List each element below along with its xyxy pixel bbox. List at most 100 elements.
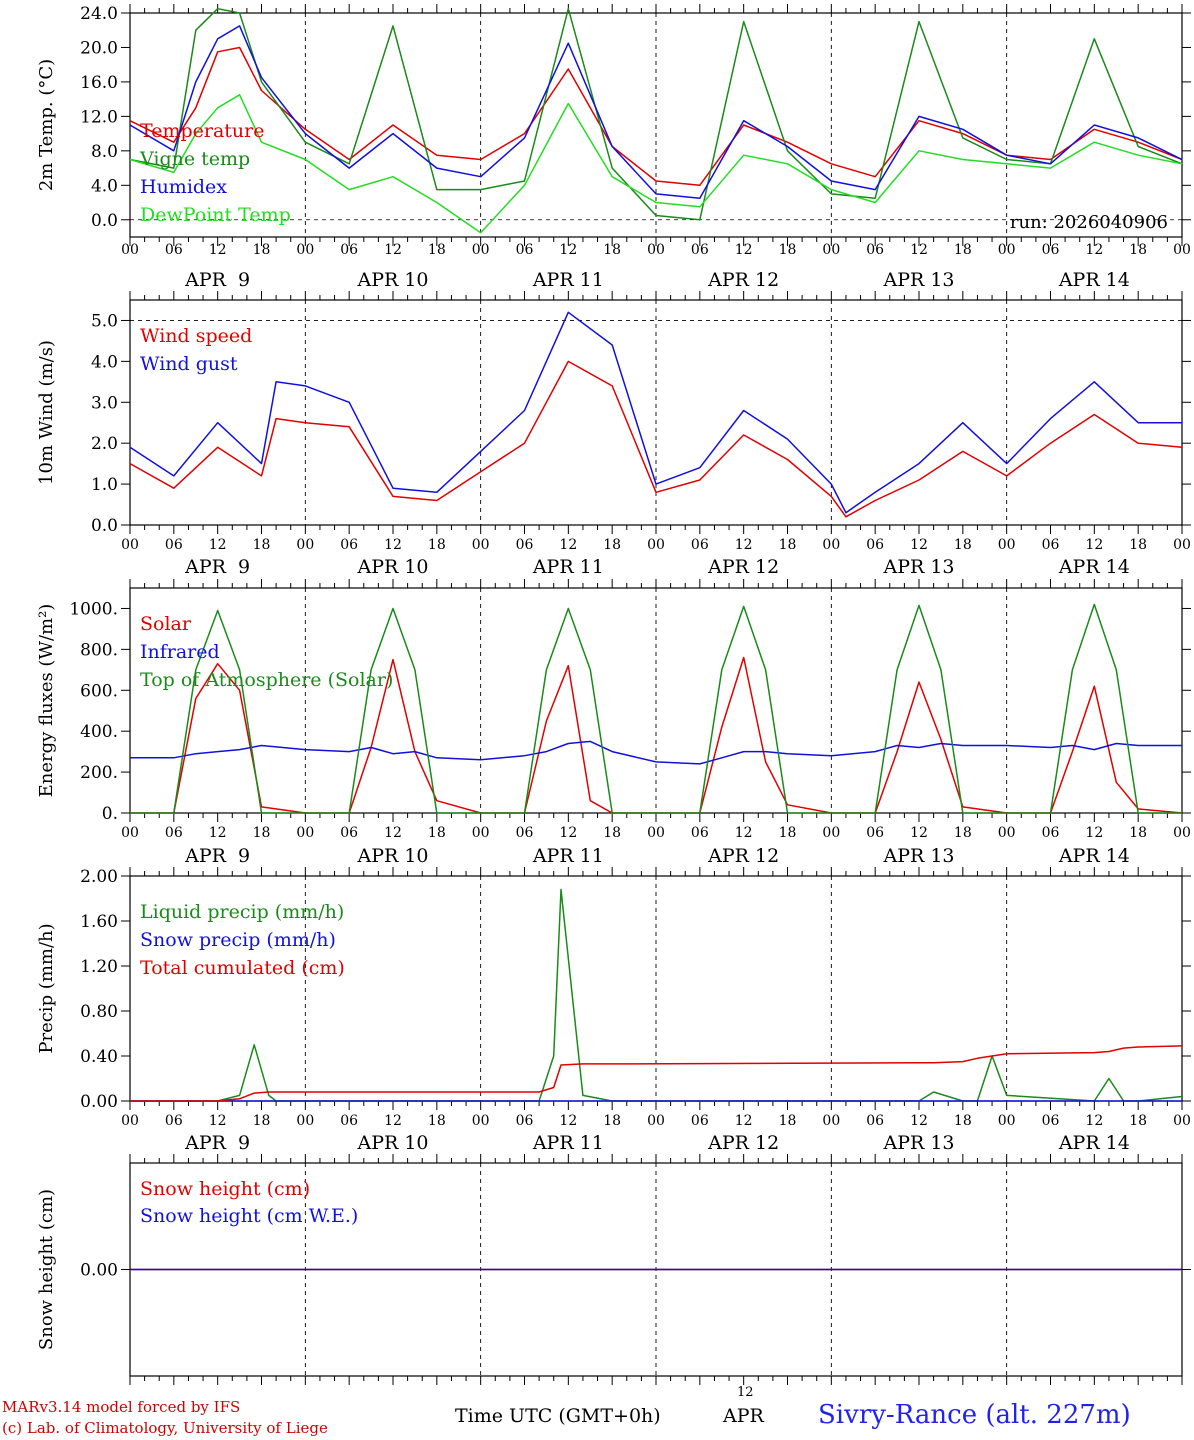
x-tick-label: 06 <box>866 825 884 841</box>
x-tick-label: 18 <box>1129 1113 1147 1129</box>
x-tick-label: 06 <box>165 537 183 553</box>
x-tick-label: 00 <box>647 825 665 841</box>
x-tick-label: 18 <box>779 242 797 258</box>
x-tick-label: 00 <box>296 1113 314 1129</box>
y-tick-label: 4.0 <box>91 352 118 372</box>
series-line-top-of-atmosphere-solar- <box>130 603 1182 814</box>
x-tick-label: 18 <box>1129 537 1147 553</box>
x-tick-label: 18 <box>428 242 446 258</box>
day-label: APR 11 <box>532 1132 604 1154</box>
x-tick-label: 00 <box>998 825 1016 841</box>
x-tick-label: 12 <box>209 825 227 841</box>
x-tick-label: 06 <box>691 242 709 258</box>
y-tick-label: 0.0 <box>91 516 118 536</box>
legend-entry: DewPoint Temp <box>140 204 291 226</box>
x-tick-label: 06 <box>340 1113 358 1129</box>
series-line-humidex <box>129 25 1183 199</box>
x-tick-label: 06 <box>1042 825 1060 841</box>
y-tick-label: 0.00 <box>80 1261 118 1281</box>
x-tick-label: 18 <box>779 825 797 841</box>
series-line-dewpoint-temp <box>129 94 1183 234</box>
day-label: APR 14 <box>1058 845 1130 867</box>
legend-entry: Total cumulated (cm) <box>140 957 345 979</box>
y-tick-label: 800. <box>80 640 118 660</box>
x-tick-label: 00 <box>647 537 665 553</box>
legend-entry: Snow height (cm) <box>140 1178 310 1200</box>
x-tick-label: 06 <box>165 825 183 841</box>
x-tick-label: 12 <box>1085 537 1103 553</box>
x-tick-label: 12 <box>559 537 577 553</box>
mark-hour: 12 <box>737 1385 754 1400</box>
x-tick-label: 18 <box>253 537 271 553</box>
x-tick-label: 00 <box>822 1113 840 1129</box>
day-label: APR 13 <box>882 556 954 578</box>
day-label: APR 10 <box>356 269 428 291</box>
legend-entry: Snow precip (mm/h) <box>140 929 336 951</box>
series-line-wind-gust <box>129 311 1182 514</box>
x-tick-label: 06 <box>165 242 183 258</box>
panel-3 <box>121 579 1191 822</box>
y-tick-label: 12.0 <box>80 107 118 127</box>
x-tick-label: 06 <box>1042 1113 1060 1129</box>
day-label: APR 12 <box>707 845 779 867</box>
series-line-temperature <box>129 46 1183 187</box>
x-tick-label: 12 <box>735 825 753 841</box>
y-axis-label: Precip (mm/h) <box>36 923 57 1053</box>
series-line-wind-speed <box>129 360 1183 518</box>
lab-credit: (c) Lab. of Climatology, University of L… <box>2 1419 328 1437</box>
x-tick-label: 00 <box>472 825 490 841</box>
x-tick-label: 00 <box>998 537 1016 553</box>
panel-5 <box>121 1154 1191 1385</box>
legend-entry: Top of Atmosphere (Solar) <box>140 669 393 691</box>
x-tick-label: 06 <box>165 1113 183 1129</box>
day-label: APR 12 <box>707 1132 779 1154</box>
y-tick-label: 2.0 <box>91 434 118 454</box>
x-tick-label: 18 <box>253 825 271 841</box>
x-tick-label: 06 <box>516 242 534 258</box>
y-tick-label: 16.0 <box>80 73 118 93</box>
y-tick-label: 20.0 <box>80 38 118 58</box>
x-tick-label: 00 <box>121 825 139 841</box>
y-tick-label: 600. <box>80 681 118 701</box>
y-tick-label: 4.0 <box>91 176 118 196</box>
x-tick-label: 00 <box>647 242 665 258</box>
x-tick-label: 00 <box>296 825 314 841</box>
x-tick-label: 18 <box>428 537 446 553</box>
x-tick-label: 18 <box>779 1113 797 1129</box>
x-tick-label: 06 <box>340 825 358 841</box>
day-label: APR 14 <box>1058 269 1130 291</box>
x-tick-label: 00 <box>1173 825 1191 841</box>
x-tick-label: 00 <box>121 1113 139 1129</box>
station-name: Sivry-Rance (alt. 227m) <box>818 1400 1131 1430</box>
y-tick-label: 24.0 <box>80 4 118 24</box>
y-tick-label: 0.00 <box>80 1092 118 1112</box>
x-tick-label: 18 <box>1129 242 1147 258</box>
x-tick-label: 12 <box>910 825 928 841</box>
panel-4 <box>121 867 1191 1110</box>
y-tick-label: 0.40 <box>80 1047 118 1067</box>
y-tick-label: 1.20 <box>80 957 118 977</box>
x-tick-label: 18 <box>779 537 797 553</box>
run-annotation: run: 2026040906 <box>1010 212 1168 233</box>
legend-entry: Wind speed <box>140 325 252 347</box>
x-tick-label: 18 <box>954 825 972 841</box>
x-tick-label: 00 <box>822 825 840 841</box>
x-tick-label: 12 <box>384 537 402 553</box>
panel-1 <box>121 4 1191 246</box>
day-label: APR 13 <box>882 1132 954 1154</box>
y-tick-label: 5.0 <box>91 311 118 331</box>
mark-month: APR <box>723 1405 764 1427</box>
x-tick-label: 18 <box>603 825 621 841</box>
x-tick-label: 12 <box>735 242 753 258</box>
x-tick-label: 18 <box>428 825 446 841</box>
day-label: APR 12 <box>707 269 779 291</box>
y-tick-label: 200. <box>80 763 118 783</box>
x-tick-label: 06 <box>866 537 884 553</box>
x-tick-label: 12 <box>1085 242 1103 258</box>
x-tick-label: 00 <box>121 537 139 553</box>
x-tick-label: 00 <box>121 242 139 258</box>
legend-entry: Infrared <box>140 641 220 663</box>
x-tick-label: 18 <box>1129 825 1147 841</box>
y-axis-label: Energy fluxes (W/m²) <box>36 604 57 798</box>
